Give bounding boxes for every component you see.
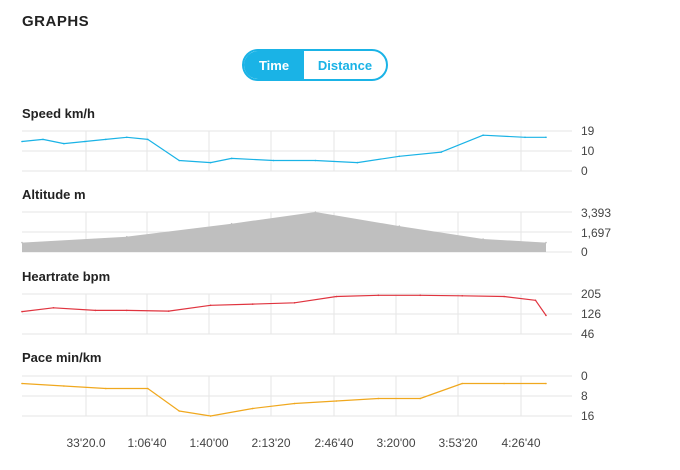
- pace-tick-bottom: 16: [581, 409, 595, 423]
- speed-point-5: [126, 136, 128, 139]
- pace-series-line: [21, 382, 546, 417]
- time-distance-toggle[interactable]: Time Distance: [242, 49, 388, 81]
- heartrate-point-11: [461, 295, 464, 297]
- x-tick-1: 33'20.0: [67, 436, 106, 450]
- heartrate-point-6: [251, 303, 254, 305]
- pace-graph-label: Pace min/km: [22, 350, 102, 365]
- speed-point-8: [209, 161, 212, 164]
- speed-tick-mid: 10: [581, 144, 595, 158]
- heartrate-tick-mid: 126: [581, 307, 601, 321]
- x-tick-7: 3:53'20: [439, 436, 478, 450]
- pace-tick-top: 0: [581, 369, 588, 383]
- pace-point-3: [147, 387, 149, 390]
- speed-point-3: [84, 140, 86, 143]
- pace-point-8: [335, 400, 338, 402]
- heartrate-point-8: [335, 295, 338, 298]
- pace-point-1: [63, 385, 65, 387]
- altitude-point-4: [398, 225, 401, 227]
- pace-point-0: [21, 382, 23, 385]
- speed-point-13: [398, 155, 401, 158]
- speed-point-17: [545, 136, 547, 139]
- x-tick-6: 3:20'00: [377, 436, 416, 450]
- heartrate-point-7: [293, 302, 296, 304]
- heartrate-point-12: [503, 295, 505, 298]
- x-tick-2: 1:06'40: [128, 436, 167, 450]
- pace-point-9: [377, 397, 380, 400]
- altitude-point-2: [230, 222, 233, 225]
- speed-point-16: [524, 136, 526, 139]
- heartrate-point-10: [419, 294, 422, 297]
- heartrate-point-3: [126, 309, 128, 312]
- heartrate-point-14: [545, 314, 547, 317]
- pace-point-5: [209, 415, 212, 417]
- x-tick-8: 4:26'40: [502, 436, 541, 450]
- heartrate-point-9: [377, 294, 380, 297]
- pace-point-6: [251, 407, 254, 410]
- pace-point-4: [178, 410, 180, 412]
- speed-tick-max: 19: [581, 124, 595, 138]
- speed-point-10: [272, 159, 275, 162]
- pace-point-12: [503, 382, 505, 385]
- speed-point-11: [314, 159, 317, 162]
- pace-point-13: [545, 382, 547, 385]
- speed-point-6: [147, 138, 149, 141]
- altitude-graph-label: Altitude m: [22, 187, 86, 202]
- speed-point-14: [440, 151, 443, 153]
- pace-tick-mid: 8: [581, 389, 588, 403]
- x-tick-3: 1:40'00: [190, 436, 229, 450]
- speed-graph-label: Speed km/h: [22, 106, 95, 121]
- speed-point-7: [178, 159, 180, 162]
- page-title: GRAPHS: [22, 13, 90, 30]
- speed-point-9: [230, 157, 233, 160]
- speed-point-15: [482, 134, 484, 136]
- heartrate-point-1: [52, 307, 55, 309]
- heartrate-series-line: [21, 294, 547, 316]
- altitude-series-area: [22, 212, 546, 252]
- altitude-tick-mid: 1,697: [581, 226, 611, 240]
- heartrate-point-4: [167, 310, 170, 312]
- altitude-tick-max: 3,393: [581, 206, 611, 220]
- altitude-tick-min: 0: [581, 245, 588, 259]
- altitude-point-0: [21, 241, 23, 244]
- speed-series-line: [21, 134, 546, 164]
- pace-point-7: [293, 402, 296, 405]
- altitude-point-3: [314, 211, 317, 213]
- altitude-point-1: [126, 235, 128, 238]
- heartrate-point-5: [209, 304, 212, 307]
- speed-point-2: [63, 142, 65, 145]
- heartrate-point-0: [21, 310, 23, 313]
- pace-point-2: [105, 387, 107, 390]
- x-tick-5: 2:46'40: [315, 436, 354, 450]
- speed-tick-min: 0: [581, 164, 588, 178]
- time-toggle-button[interactable]: Time: [244, 51, 304, 79]
- heartrate-tick-min: 46: [581, 327, 595, 341]
- heartrate-point-13: [534, 299, 537, 302]
- speed-point-12: [356, 161, 359, 164]
- altitude-point-5: [482, 238, 484, 240]
- speed-point-1: [42, 138, 44, 141]
- altitude-point-6: [545, 241, 547, 244]
- speed-point-0: [21, 140, 23, 143]
- speed-point-4: [105, 138, 107, 141]
- distance-toggle-button[interactable]: Distance: [317, 57, 373, 73]
- pace-point-10: [419, 397, 422, 400]
- heartrate-point-2: [94, 309, 97, 312]
- heartrate-graph-label: Heartrate bpm: [22, 269, 111, 284]
- heartrate-tick-max: 205: [581, 287, 601, 301]
- pace-point-11: [461, 382, 464, 385]
- x-tick-4: 2:13'20: [252, 436, 291, 450]
